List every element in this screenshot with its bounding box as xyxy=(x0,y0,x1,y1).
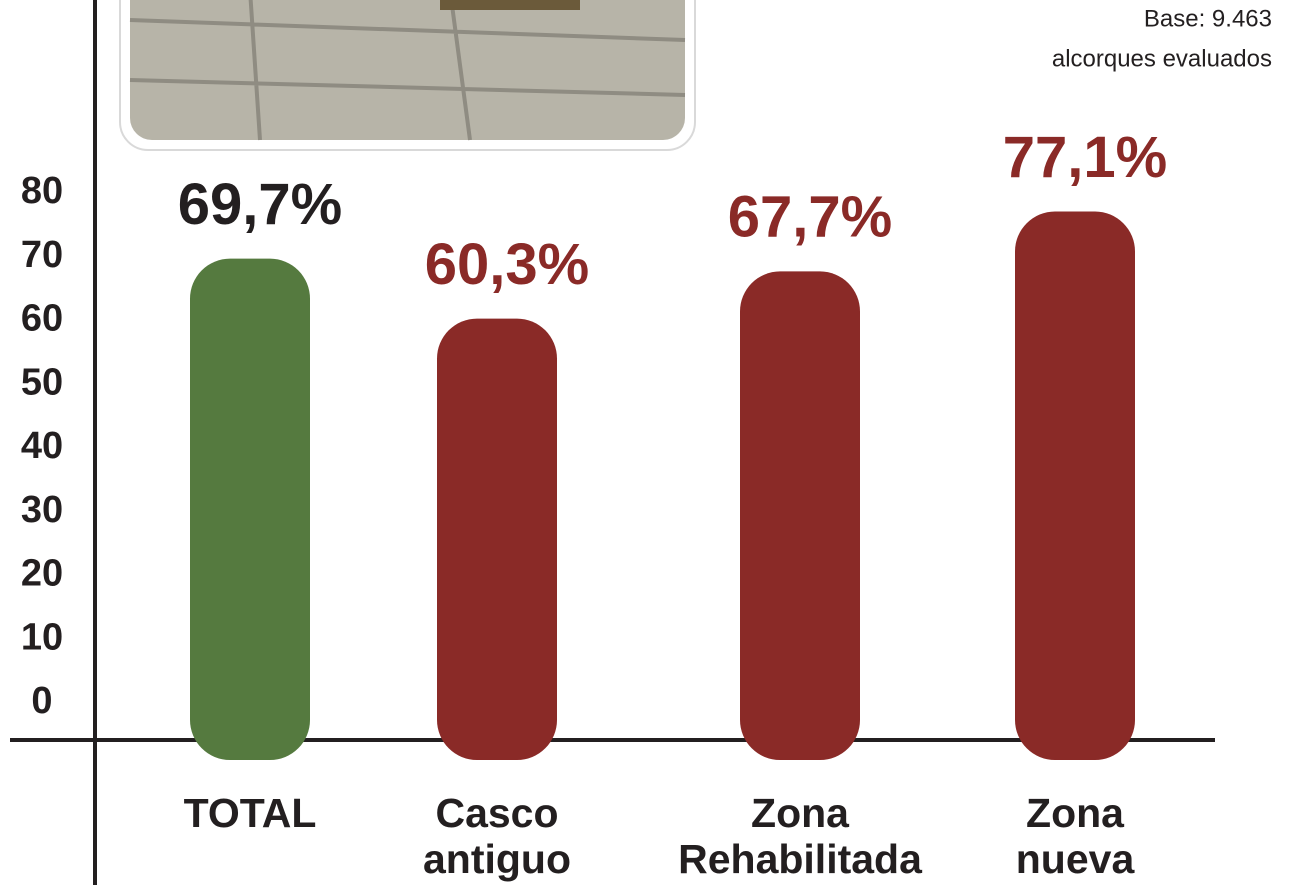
y-tick-label: 10 xyxy=(21,616,63,658)
x-tick-label: Zona Rehabilitada xyxy=(678,790,922,882)
photo-detail xyxy=(129,0,686,141)
y-tick-label: 0 xyxy=(31,680,52,722)
value-label: 60,3% xyxy=(425,232,589,297)
x-tick-label: Casco antiguo xyxy=(422,790,572,882)
y-tick-label: 50 xyxy=(21,361,63,403)
bar xyxy=(190,258,310,760)
bar xyxy=(1015,211,1135,761)
bar xyxy=(437,318,557,760)
y-tick-label: 70 xyxy=(21,234,63,276)
value-label: 67,7% xyxy=(728,185,892,250)
bar xyxy=(740,271,860,760)
y-tick-label: 80 xyxy=(21,170,63,212)
value-label: 77,1% xyxy=(1003,125,1167,190)
annotation: alcorques evaluados xyxy=(1052,45,1272,72)
value-label: 69,7% xyxy=(178,172,342,237)
y-tick-label: 20 xyxy=(21,553,63,595)
x-tick-label: Zona nueva xyxy=(1015,790,1135,882)
y-tick-label: 30 xyxy=(21,489,63,531)
y-tick-label: 40 xyxy=(21,425,63,467)
y-tick-label: 60 xyxy=(21,298,63,340)
annotation: Base: 9.463 xyxy=(1144,5,1272,32)
x-tick-label: TOTAL xyxy=(183,790,317,836)
photo-detail xyxy=(440,0,580,10)
